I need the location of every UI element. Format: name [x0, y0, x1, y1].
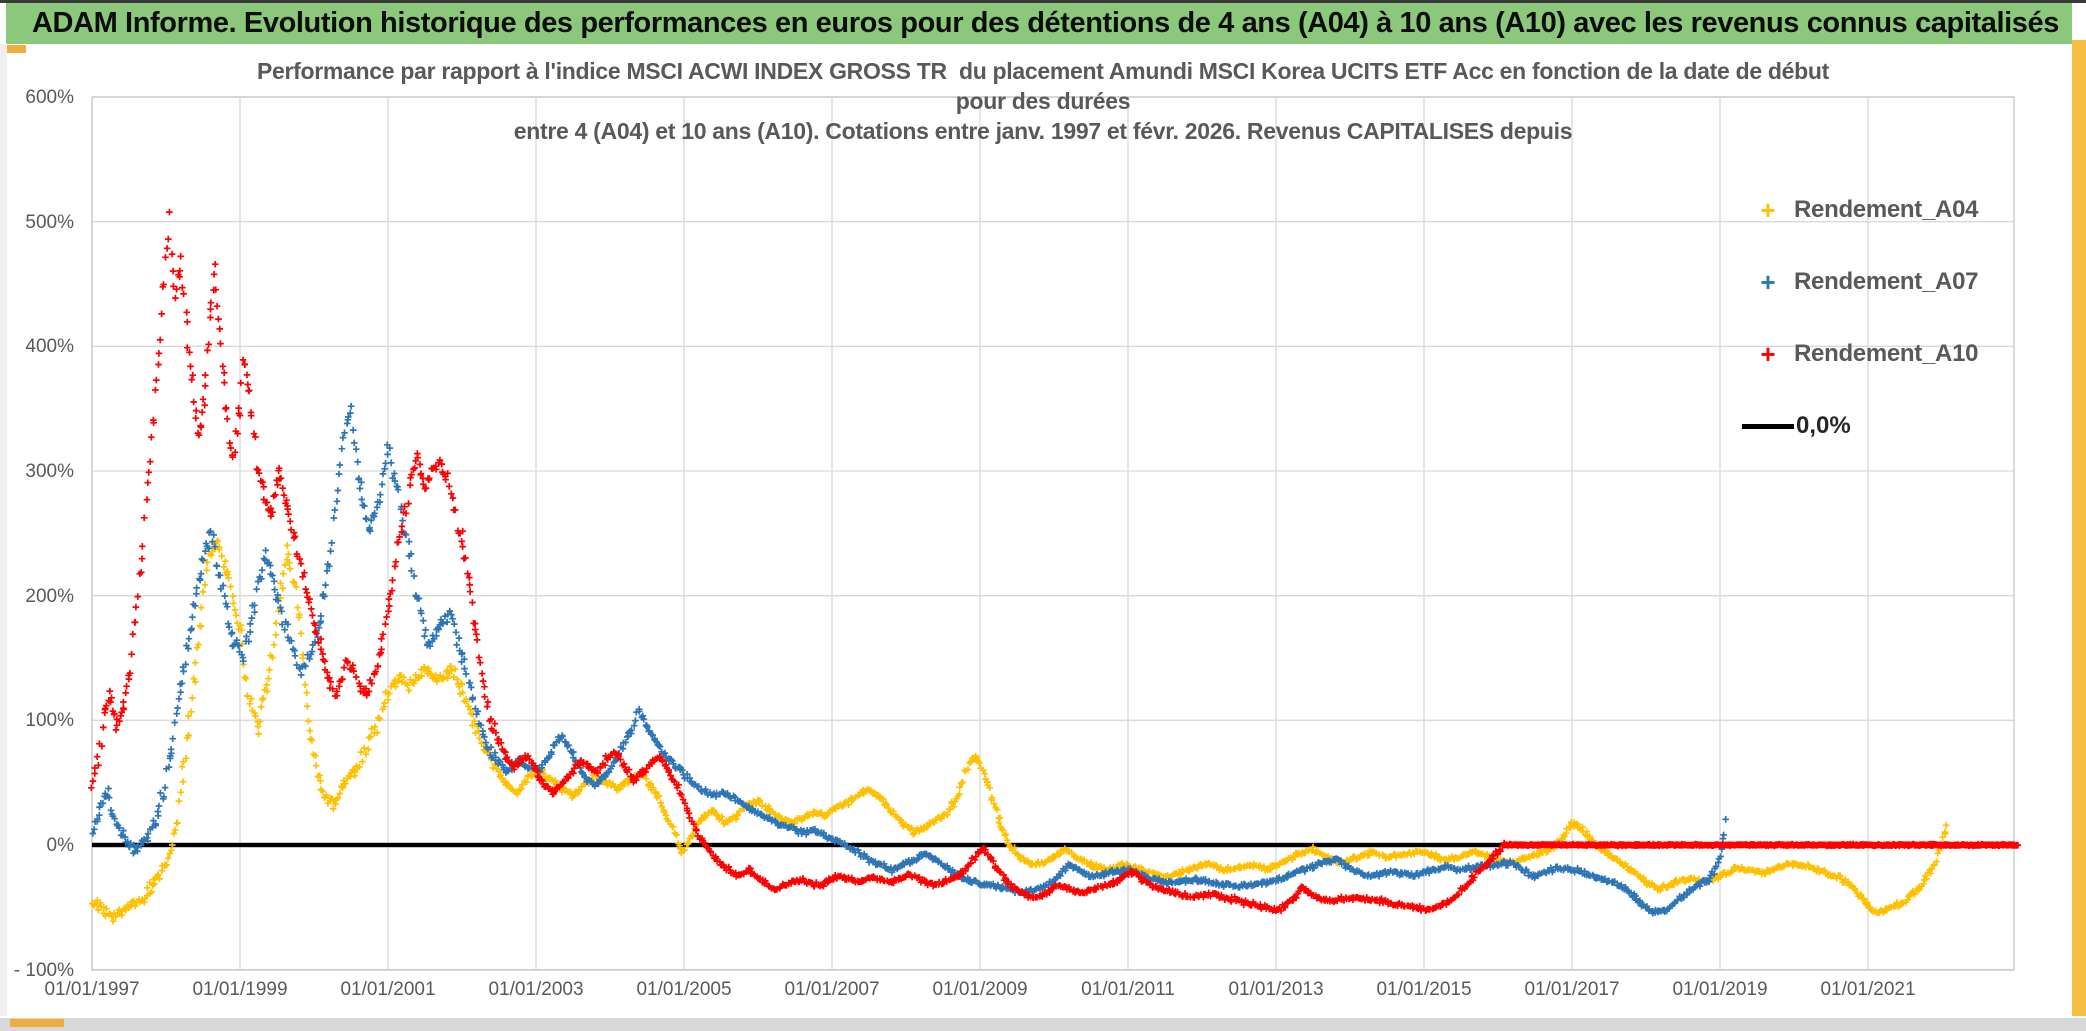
x-tick-label: 01/01/2005 [636, 979, 732, 1000]
top-border-line [0, 0, 2086, 3]
x-tick-label: 01/01/2021 [1820, 979, 1916, 1000]
y-tick-label: 300% [25, 460, 74, 482]
series-rendement_a10-markers [88, 208, 2022, 915]
legend-item-zero-line: 0,0% [1742, 411, 1851, 441]
legend-item-rendement-a04: + Rendement_A04 [1742, 195, 1978, 225]
plus-marker-icon: + [1760, 267, 1776, 297]
legend-item-rendement-a07: + Rendement_A07 [1742, 267, 1978, 297]
x-tick-label: 01/01/2003 [488, 979, 584, 1000]
header-title: ADAM Informe. Evolution historique des p… [32, 7, 2059, 39]
x-tick-label: 01/01/2013 [1228, 979, 1324, 1000]
zero-line-sample-icon [1742, 423, 1794, 429]
x-tick-label: 01/01/1997 [44, 979, 140, 1000]
gold-accent-left [3, 45, 26, 53]
y-tick-label: 400% [25, 336, 74, 358]
x-tick-label: 01/01/2011 [1081, 979, 1175, 1000]
x-tick-label: 01/01/2001 [340, 979, 436, 1000]
legend-item-rendement-a10: + Rendement_A10 [1742, 339, 1978, 369]
x-tick-label: 01/01/2017 [1524, 979, 1620, 1000]
header-bar: ADAM Informe. Evolution historique des p… [6, 3, 2072, 44]
plus-marker-icon: + [1760, 339, 1776, 369]
plot-border [91, 96, 2015, 971]
bottom-strip [0, 1016, 2086, 1031]
series-rendement_a07-markers [89, 402, 1729, 917]
y-tick-label: 100% [25, 710, 74, 732]
x-tick-label: 01/01/2007 [784, 979, 880, 1000]
gold-accent-bottom-left [10, 1019, 64, 1027]
plus-marker-icon: + [1760, 195, 1776, 225]
left-edge-strip [0, 44, 7, 1016]
x-tick-label: 01/01/2015 [1376, 979, 1472, 1000]
x-tick-label: 01/01/2009 [932, 979, 1028, 1000]
y-tick-label: 600% [25, 86, 74, 108]
x-tick-label: 01/01/1999 [192, 979, 288, 1000]
x-tick-label: 01/01/2019 [1672, 979, 1768, 1000]
y-tick-label: - 100% [13, 959, 74, 981]
gold-accent-right-bar [2072, 40, 2086, 1031]
y-tick-label: 0% [46, 835, 74, 856]
y-tick-label: 200% [25, 585, 74, 607]
zero-line [92, 842, 2014, 848]
y-tick-label: 500% [25, 211, 74, 233]
chart-title: Performance par rapport à l'indice MSCI … [256, 58, 1830, 144]
